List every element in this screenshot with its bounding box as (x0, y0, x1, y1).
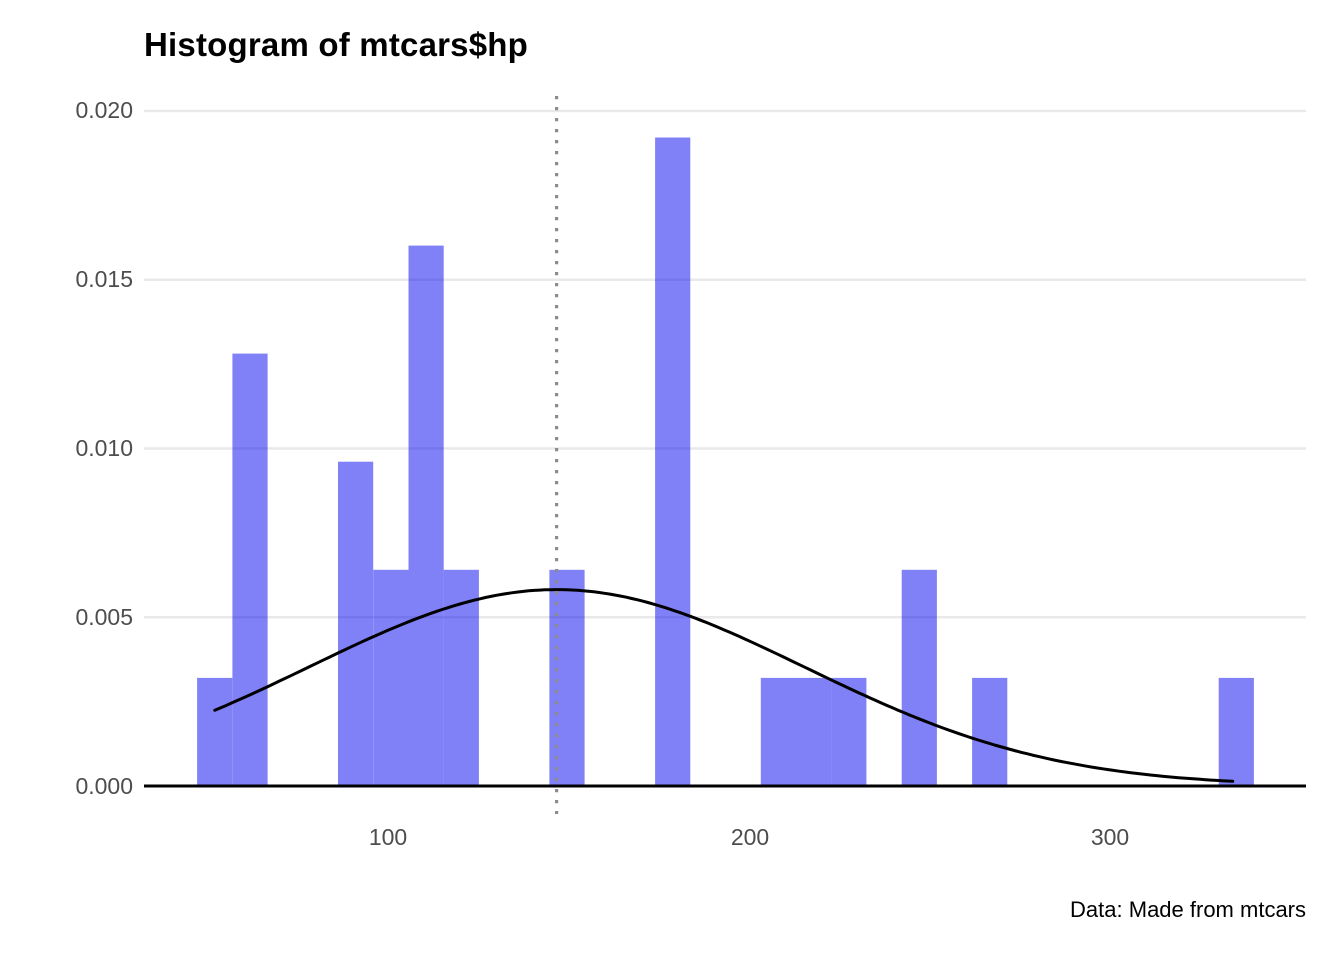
chart-title: Histogram of mtcars$hp (144, 26, 528, 63)
x-tick-label: 300 (1090, 824, 1130, 850)
histogram-bar (232, 353, 268, 786)
y-tick-label: 0.000 (75, 773, 133, 799)
y-tick-label: 0.020 (75, 97, 133, 123)
histogram-bar (549, 569, 585, 786)
x-tick-label: 200 (730, 824, 770, 850)
histogram-bar (901, 569, 937, 786)
normal-density-curve (213, 588, 1235, 783)
histogram-bar (338, 461, 374, 786)
y-tick-label: 0.015 (75, 266, 133, 292)
histogram-bar (655, 137, 691, 786)
x-tick-label: 100 (368, 824, 408, 850)
caption: Data: Made from mtcars (1070, 897, 1306, 922)
histogram-bar (197, 677, 233, 786)
y-tick-label: 0.010 (75, 435, 133, 461)
histogram-bar (760, 677, 796, 786)
histogram-bar (972, 677, 1008, 786)
histogram-bar (831, 677, 867, 786)
y-tick-label: 0.005 (75, 604, 133, 630)
histogram-bar (1218, 677, 1254, 786)
histogram-bar (408, 245, 444, 787)
histogram-bar (373, 569, 409, 786)
histogram-bar (796, 677, 832, 786)
